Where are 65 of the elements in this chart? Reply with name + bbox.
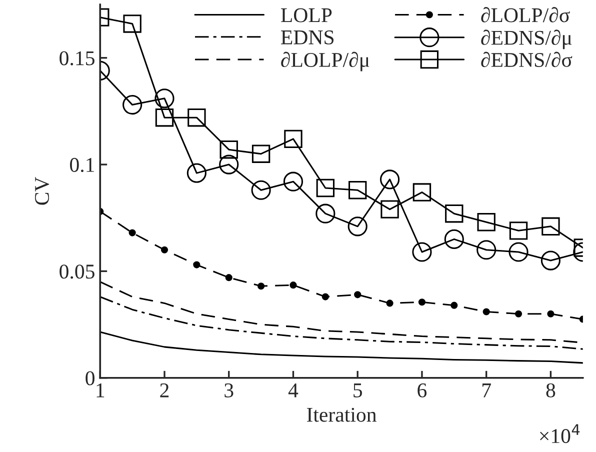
point (386, 300, 394, 307)
point (123, 14, 142, 33)
point (154, 88, 174, 108)
point (445, 204, 464, 223)
point (380, 200, 399, 218)
x-tick-label: 4 (288, 383, 298, 398)
x-tick-label: 8 (546, 383, 556, 398)
legend-label: ∂LOLP/∂μ (281, 52, 370, 72)
point (258, 282, 265, 290)
y-tick-label: 0.15 (60, 51, 94, 66)
point (412, 242, 432, 262)
legend-label: EDNS (281, 30, 334, 44)
point (316, 178, 335, 198)
point (316, 204, 336, 224)
point (284, 130, 302, 148)
point (412, 183, 432, 202)
legend-label: LOLP (281, 8, 332, 22)
x-tick-label: 6 (418, 383, 427, 398)
point (450, 302, 458, 309)
y-tick-label: 0.1 (70, 158, 94, 172)
legend-label: ∂EDNS/∂σ (481, 52, 572, 68)
x-tick-label: 2 (160, 383, 169, 398)
point (380, 170, 400, 190)
point (542, 217, 560, 236)
point (509, 222, 528, 240)
point (477, 213, 496, 232)
point (418, 298, 426, 306)
text: ×10$^{4}$ (540, 424, 580, 444)
x-axis-title: Iteration (306, 408, 376, 422)
point (348, 216, 368, 236)
point (290, 282, 297, 289)
point (508, 242, 528, 262)
point (220, 140, 238, 159)
point (444, 229, 464, 249)
point (188, 108, 206, 127)
point (540, 250, 560, 270)
point (547, 310, 554, 318)
point (160, 246, 168, 254)
point (476, 240, 496, 260)
legend-label: ∂LOLP/∂σ (481, 7, 570, 22)
point (122, 95, 142, 115)
x-tick-label: 1 (96, 383, 104, 398)
x-tick-label: 7 (482, 384, 491, 398)
point (252, 144, 270, 163)
point (225, 274, 232, 282)
x-tick-label: 5 (354, 384, 362, 398)
point (186, 163, 206, 183)
point (354, 291, 362, 298)
point (128, 229, 136, 236)
point (219, 154, 239, 174)
y-tick-label: 0.05 (60, 264, 94, 279)
point (193, 261, 200, 268)
point (482, 308, 490, 316)
legend-label: ∂EDNS/∂μ (481, 30, 572, 50)
point (155, 108, 174, 127)
y-axis-title: CV (35, 176, 50, 205)
point (251, 180, 271, 200)
line-series (100, 296, 583, 350)
point (322, 293, 329, 300)
point (348, 181, 367, 200)
point (283, 172, 304, 192)
point (514, 310, 522, 318)
line-series (100, 331, 583, 364)
y-tick-label: 0 (86, 371, 94, 386)
x-tick-label: 3 (224, 383, 234, 398)
